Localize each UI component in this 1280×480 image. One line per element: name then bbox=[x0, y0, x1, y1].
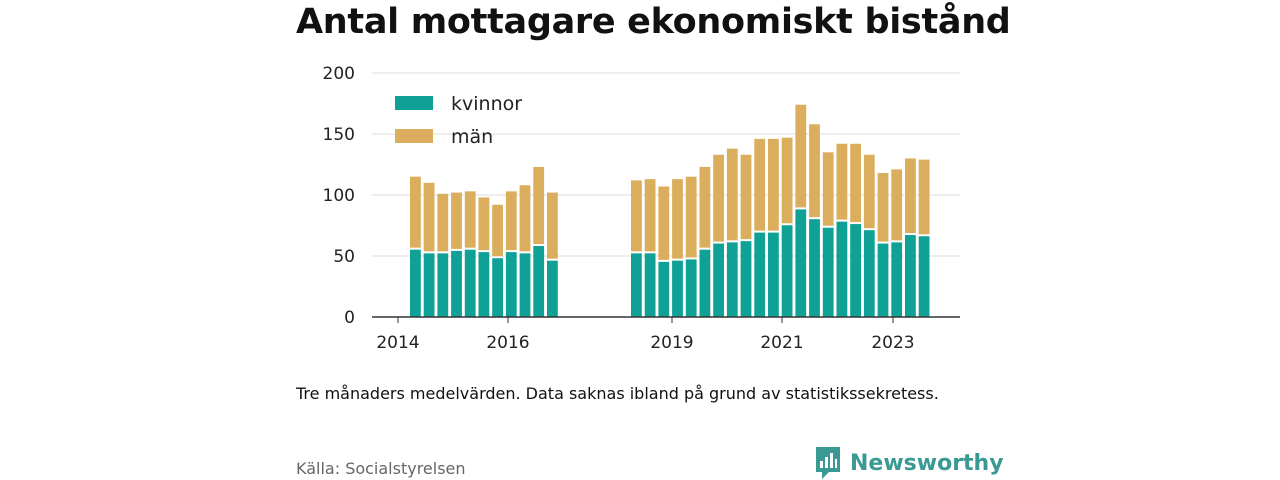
bar-man bbox=[423, 182, 435, 252]
bar-man bbox=[863, 154, 875, 229]
bar-man bbox=[685, 176, 697, 258]
bar-kvinnor bbox=[795, 209, 807, 317]
bar-man bbox=[699, 166, 711, 248]
bar-kvinnor bbox=[658, 261, 670, 317]
x-axis: 2014 2016 2019 2021 2023 bbox=[372, 316, 960, 353]
bar-kvinnor bbox=[410, 249, 421, 317]
bar-kvinnor bbox=[492, 258, 503, 317]
bar-man bbox=[822, 152, 834, 226]
bar-kvinnor bbox=[836, 221, 848, 317]
bar-man bbox=[478, 197, 490, 251]
legend-swatch-man bbox=[395, 129, 433, 143]
y-tick-label: 200 bbox=[323, 64, 355, 84]
brand-name: Newsworthy bbox=[850, 450, 1004, 476]
bar-man bbox=[905, 158, 916, 234]
x-tick-label: 2021 bbox=[760, 333, 803, 353]
bar-man bbox=[877, 173, 889, 242]
bar-kvinnor bbox=[877, 243, 889, 317]
bar-kvinnor bbox=[437, 253, 449, 317]
legend-label-kvinnor: kvinnor bbox=[451, 93, 522, 115]
bar-kvinnor bbox=[809, 219, 820, 317]
y-tick-label: 0 bbox=[344, 308, 355, 328]
bar-kvinnor bbox=[533, 246, 545, 317]
bar-man bbox=[519, 185, 531, 252]
bar-man bbox=[464, 191, 476, 248]
bar-man bbox=[768, 138, 779, 231]
bar-man bbox=[809, 124, 820, 218]
bar-man bbox=[410, 176, 421, 248]
bar-man bbox=[547, 192, 558, 259]
bar-man bbox=[437, 193, 449, 252]
x-tick-label: 2014 bbox=[376, 333, 419, 353]
bar-man bbox=[754, 138, 766, 231]
bar-kvinnor bbox=[891, 242, 903, 317]
bar-kvinnor bbox=[781, 225, 793, 317]
bar-kvinnor bbox=[863, 230, 875, 317]
bar-man bbox=[631, 180, 642, 252]
bar-kvinnor bbox=[672, 260, 683, 317]
bar-man bbox=[644, 179, 656, 252]
bar-kvinnor bbox=[464, 249, 476, 317]
legend: kvinnor män bbox=[395, 93, 522, 148]
bar-man bbox=[781, 137, 793, 224]
bars bbox=[410, 104, 930, 317]
source-text: Källa: Socialstyrelsen bbox=[296, 459, 466, 478]
bar-kvinnor bbox=[547, 260, 558, 317]
bar-kvinnor bbox=[905, 235, 916, 317]
bar-man bbox=[918, 159, 930, 235]
bar-kvinnor bbox=[685, 259, 697, 317]
y-tick-label: 150 bbox=[323, 125, 355, 145]
bar-kvinnor bbox=[423, 253, 435, 317]
bar-kvinnor bbox=[754, 232, 766, 317]
bar-kvinnor bbox=[519, 253, 531, 317]
bar-kvinnor bbox=[505, 252, 517, 317]
y-tick-label: 50 bbox=[333, 247, 355, 267]
legend-swatch-kvinnor bbox=[395, 96, 433, 110]
chart-note: Tre månaders medelvärden. Data saknas ib… bbox=[296, 384, 939, 403]
bar-kvinnor bbox=[451, 250, 462, 317]
x-tick-label: 2019 bbox=[650, 333, 693, 353]
bar-man bbox=[850, 143, 861, 223]
bar-man bbox=[891, 169, 903, 241]
bar-man bbox=[533, 166, 545, 245]
y-tick-label: 100 bbox=[323, 186, 355, 206]
bar-kvinnor bbox=[740, 241, 752, 317]
bar-man bbox=[451, 192, 462, 249]
bar-man bbox=[492, 204, 503, 257]
bar-chart-speech-bubble-icon bbox=[816, 447, 840, 479]
x-tick-label: 2016 bbox=[486, 333, 529, 353]
bar-kvinnor bbox=[768, 232, 779, 317]
bar-man bbox=[795, 104, 807, 208]
legend-label-man: män bbox=[451, 126, 493, 148]
bar-kvinnor bbox=[699, 249, 711, 317]
bar-man bbox=[836, 143, 848, 220]
bar-kvinnor bbox=[822, 227, 834, 317]
bar-kvinnor bbox=[713, 243, 724, 317]
bar-man bbox=[672, 179, 683, 259]
bar-kvinnor bbox=[726, 242, 738, 317]
bar-kvinnor bbox=[644, 253, 656, 317]
chart-title: Antal mottagare ekonomiskt bistånd bbox=[296, 2, 1011, 42]
bar-man bbox=[740, 154, 752, 240]
bar-man bbox=[713, 154, 724, 242]
x-tick-label: 2023 bbox=[871, 333, 914, 353]
bar-kvinnor bbox=[918, 236, 930, 317]
bar-kvinnor bbox=[631, 253, 642, 317]
y-axis: 0 50 100 150 200 bbox=[323, 64, 355, 328]
bar-man bbox=[658, 186, 670, 260]
bar-kvinnor bbox=[478, 252, 490, 317]
bar-man bbox=[726, 148, 738, 241]
brand-logo: Newsworthy bbox=[814, 446, 1004, 480]
bar-man bbox=[505, 191, 517, 251]
stacked-bar-chart: 0 50 100 150 200 2014 2016 2019 2021 2023 kvinno… bbox=[323, 64, 960, 353]
bar-kvinnor bbox=[850, 224, 861, 317]
